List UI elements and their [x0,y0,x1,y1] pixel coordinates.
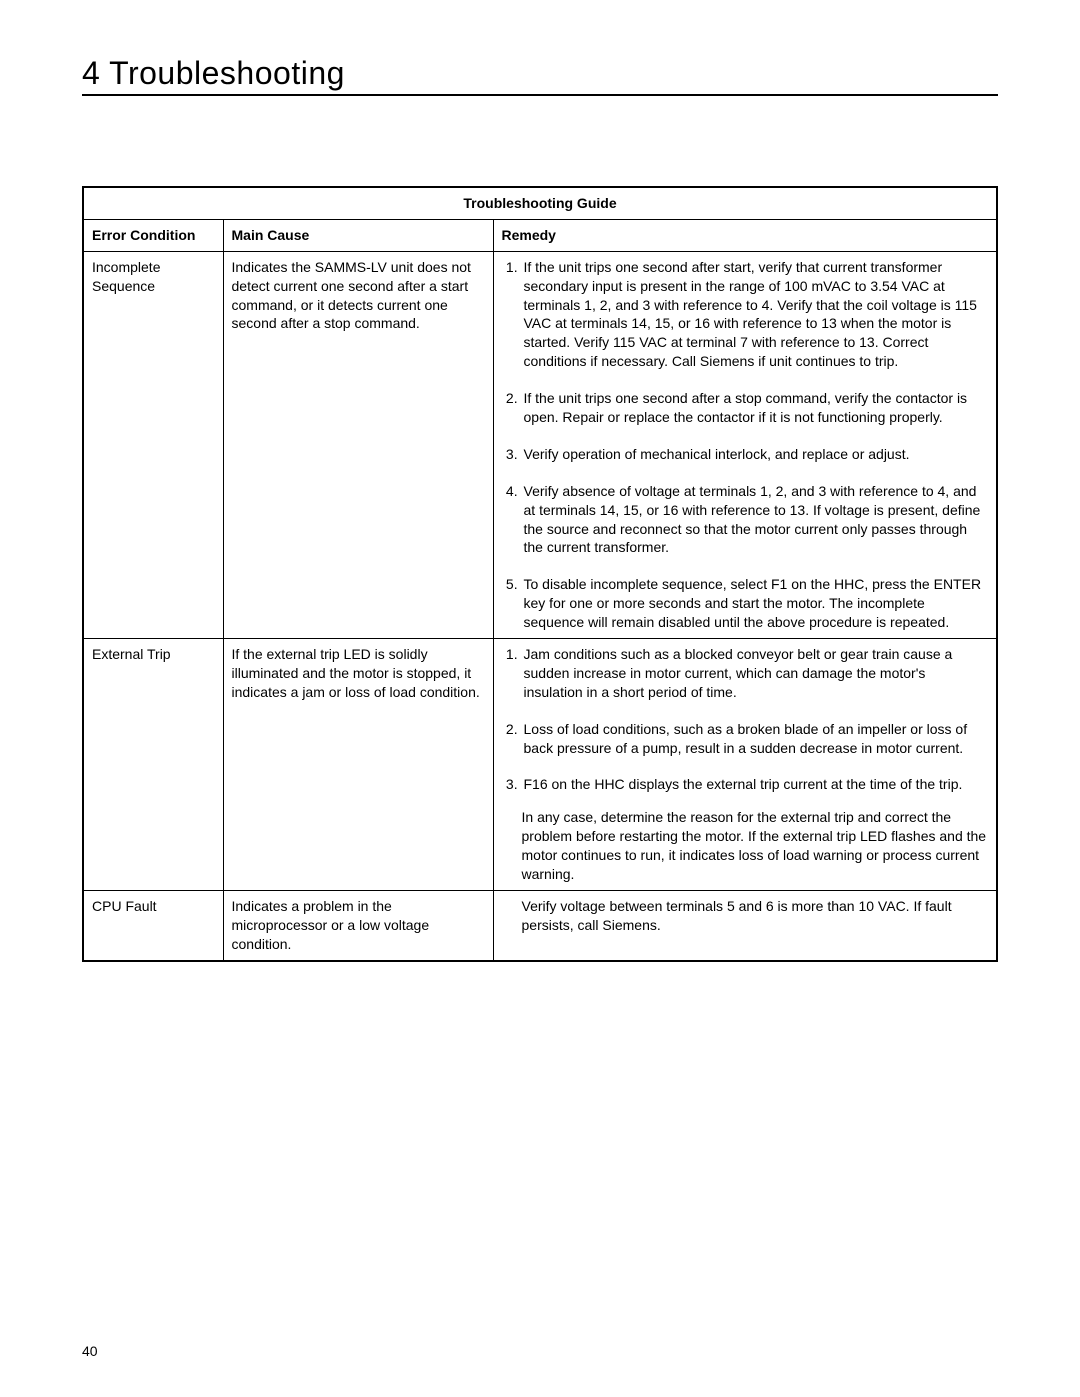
table-row: CPU FaultIndicates a problem in the micr… [83,890,997,960]
table-title: Troubleshooting Guide [83,187,997,219]
remedy-list: Jam conditions such as a blocked conveyo… [502,645,989,794]
remedy-item: Loss of load conditions, such as a broke… [522,720,989,758]
cell-remedy: Verify voltage between terminals 5 and 6… [493,890,997,960]
remedy-tail: Verify voltage between terminals 5 and 6… [522,897,989,935]
table-body: Incomplete SequenceIndicates the SAMMS-L… [83,251,997,960]
cell-error: Incomplete Sequence [83,251,223,638]
cell-cause: Indicates a problem in the microprocesso… [223,890,493,960]
remedy-item: If the unit trips one second after a sto… [522,389,989,427]
table-row: External TripIf the external trip LED is… [83,639,997,891]
page-number: 40 [82,1343,98,1359]
column-remedy: Remedy [493,219,997,251]
cell-remedy: Jam conditions such as a blocked conveyo… [493,639,997,891]
table-columns-row: Error Condition Main Cause Remedy [83,219,997,251]
remedy-item: Verify absence of voltage at terminals 1… [522,482,989,558]
cell-error: CPU Fault [83,890,223,960]
troubleshooting-table: Troubleshooting Guide Error Condition Ma… [82,186,998,962]
column-error: Error Condition [83,219,223,251]
remedy-item: Verify operation of mechanical interlock… [522,445,989,464]
remedy-item: F16 on the HHC displays the external tri… [522,775,989,794]
cell-error: External Trip [83,639,223,891]
page: 4 Troubleshooting Troubleshooting Guide … [0,0,1080,1397]
table-row: Incomplete SequenceIndicates the SAMMS-L… [83,251,997,638]
column-cause: Main Cause [223,219,493,251]
cell-cause: Indicates the SAMMS-LV unit does not det… [223,251,493,638]
cell-cause: If the external trip LED is solidly illu… [223,639,493,891]
table-header-row: Troubleshooting Guide [83,187,997,219]
remedy-tail: In any case, determine the reason for th… [522,808,989,884]
remedy-item: Jam conditions such as a blocked conveyo… [522,645,989,702]
chapter-title: 4 Troubleshooting [82,55,998,96]
remedy-list: If the unit trips one second after start… [502,258,989,632]
cell-remedy: If the unit trips one second after start… [493,251,997,638]
remedy-item: To disable incomplete sequence, select F… [522,575,989,632]
remedy-item: If the unit trips one second after start… [522,258,989,371]
